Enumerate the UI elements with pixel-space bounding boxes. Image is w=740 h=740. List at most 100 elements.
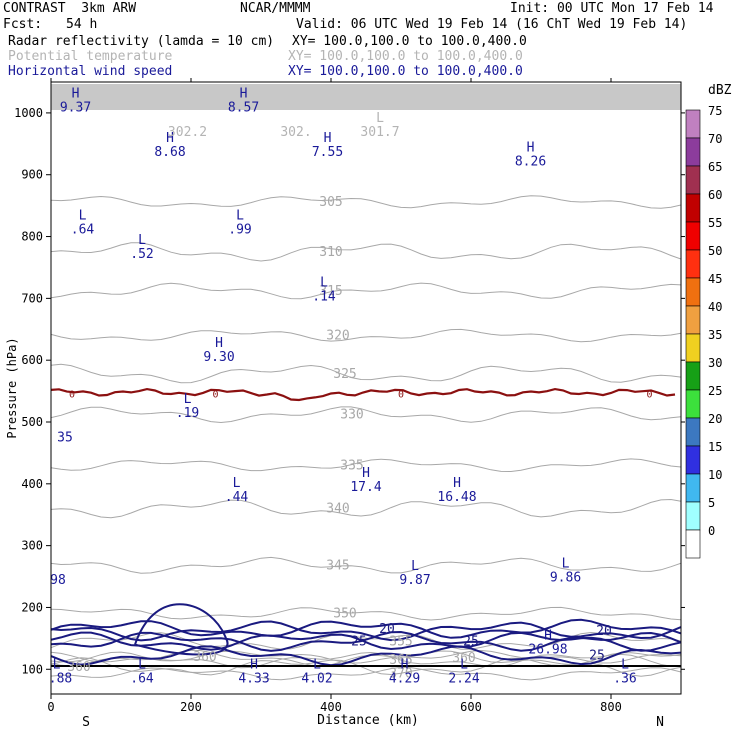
extrema-value: 302. — [280, 125, 311, 140]
extrema-labels: L3.88L.64H4.33L4.02H4.29L2.24L.36H26.989… — [41, 86, 637, 687]
theta-contour-line — [51, 606, 681, 621]
colorbar-swatch — [685, 445, 701, 475]
field-xy-theta: XY= 100.0,100.0 to 100.0,400.0 — [288, 49, 523, 64]
y-tick-label: 500 — [21, 415, 43, 429]
x-axis: 0 200 400 600 800 — [47, 78, 622, 714]
colorbar-swatch — [685, 305, 701, 335]
theta-contour-line — [51, 242, 681, 262]
theta-contour-line — [51, 363, 681, 384]
x-axis-title: Distance (km) — [317, 713, 419, 728]
colorbar-label: 40 — [708, 300, 722, 314]
colorbar-swatch — [685, 193, 701, 223]
colorbar-label: 15 — [708, 440, 722, 454]
x-tick-label: 600 — [460, 700, 482, 714]
theta-contour-line — [51, 556, 681, 574]
extrema-letter: L — [233, 476, 241, 491]
extrema-letter: L — [79, 208, 87, 223]
init-time: Init: 00 UTC Mon 17 Feb 14 — [510, 1, 714, 16]
extrema-value: 4.33 — [238, 672, 269, 687]
y-tick-label: 1000 — [14, 106, 43, 120]
extrema-letter: L — [376, 111, 384, 126]
model-title: CONTRAST 3km ARW — [3, 1, 137, 16]
plot-frame — [50, 81, 682, 695]
colorbar-swatch — [685, 249, 701, 279]
y-tick-label: 300 — [21, 539, 43, 553]
extrema-letter: L — [138, 658, 146, 673]
y-tick-label: 800 — [21, 230, 43, 244]
colorbar-swatch — [685, 501, 701, 531]
wind-contour-closed — [134, 603, 229, 656]
colorbar-swatch — [685, 221, 701, 251]
colorbar-units: dBZ — [708, 83, 732, 98]
colorbar-label: 65 — [708, 160, 722, 174]
theta-contour-line — [51, 406, 681, 424]
extrema-letter: L — [621, 658, 629, 673]
colorbar-label: 75 — [708, 104, 722, 118]
extrema-value: .19 — [176, 406, 199, 421]
theta-contour-label: 370 — [389, 667, 412, 682]
theta-contour-label: 360 — [67, 660, 90, 675]
extrema-value: .52 — [130, 247, 153, 262]
extrema-letter: L — [53, 658, 61, 673]
extrema-letter: H — [250, 658, 258, 673]
theta-contour-line — [51, 458, 681, 473]
extrema-value: 9.86 — [550, 570, 581, 585]
theta-contour-label: 360 — [193, 650, 216, 665]
extrema-value: 4.02 — [301, 672, 332, 687]
theta-contour-label: 365 — [389, 653, 412, 668]
extrema-value: 98 — [50, 573, 66, 588]
theta-contour-label: 355 — [389, 634, 412, 649]
theta-contour-label: 330 — [340, 408, 363, 423]
wind-contour-label: 25 — [351, 634, 367, 649]
extrema-value: 3.88 — [41, 672, 72, 687]
extrema-value: 26.98 — [528, 643, 567, 658]
fcst-value: 54 h — [66, 17, 98, 32]
theta-contour-line — [51, 282, 681, 300]
y-tick-label: 200 — [21, 600, 43, 614]
colorbar-label: 30 — [708, 356, 722, 370]
wind-contour-label: 20 — [379, 622, 395, 637]
extrema-letter: H — [544, 629, 552, 644]
wind-contour-line — [51, 620, 681, 642]
plot-background — [51, 82, 681, 694]
freezing-level-label: 0 — [646, 389, 652, 400]
extrema-value: 8.57 — [228, 100, 259, 115]
wind-contour-line — [51, 630, 681, 652]
extrema-value: 35 — [57, 431, 73, 446]
colorbar-swatch — [685, 529, 701, 559]
extrema-value: .36 — [613, 672, 636, 687]
y-tick-label: 900 — [21, 168, 43, 182]
theta-contour-label: 345 — [326, 558, 349, 573]
x-tick-label: 200 — [180, 700, 202, 714]
y-axis-title: Pressure (hPa) — [5, 337, 19, 438]
colorbar-swatch — [685, 389, 701, 419]
colorbar-swatch — [685, 333, 701, 363]
colorbar-swatch — [685, 137, 701, 167]
extrema-value: .64 — [130, 672, 154, 687]
colorbar-label: 35 — [708, 328, 722, 342]
freezing-level-labels: 0 0 0 0 — [69, 389, 653, 400]
colorbar-label: 25 — [708, 384, 722, 398]
colorbar-swatch — [685, 109, 701, 139]
extrema-value: 9.37 — [60, 100, 91, 115]
theta-contour-label: 310 — [319, 245, 342, 260]
field-xy-wind: XY= 100.0,100.0 to 100.0,400.0 — [288, 64, 523, 79]
extrema-value: 16.48 — [437, 490, 476, 505]
field-name-reflectivity: Radar reflectivity (lamda = 10 cm) — [8, 34, 275, 49]
theta-contour-label: 350 — [333, 607, 356, 622]
valid-time: Valid: 06 UTC Wed 19 Feb 14 (16 ChT Wed … — [296, 17, 688, 32]
colorbar-label: 10 — [708, 468, 722, 482]
extrema-value: 302.2 — [168, 125, 207, 140]
extrema-letter: H — [166, 131, 174, 146]
upper-shading — [51, 84, 681, 110]
theta-contour-line — [51, 328, 681, 343]
extrema-letter: H — [453, 476, 461, 491]
extrema-letter: L — [184, 392, 192, 407]
freezing-level-label: 0 — [212, 389, 218, 400]
colorbar-label: 45 — [708, 272, 722, 286]
